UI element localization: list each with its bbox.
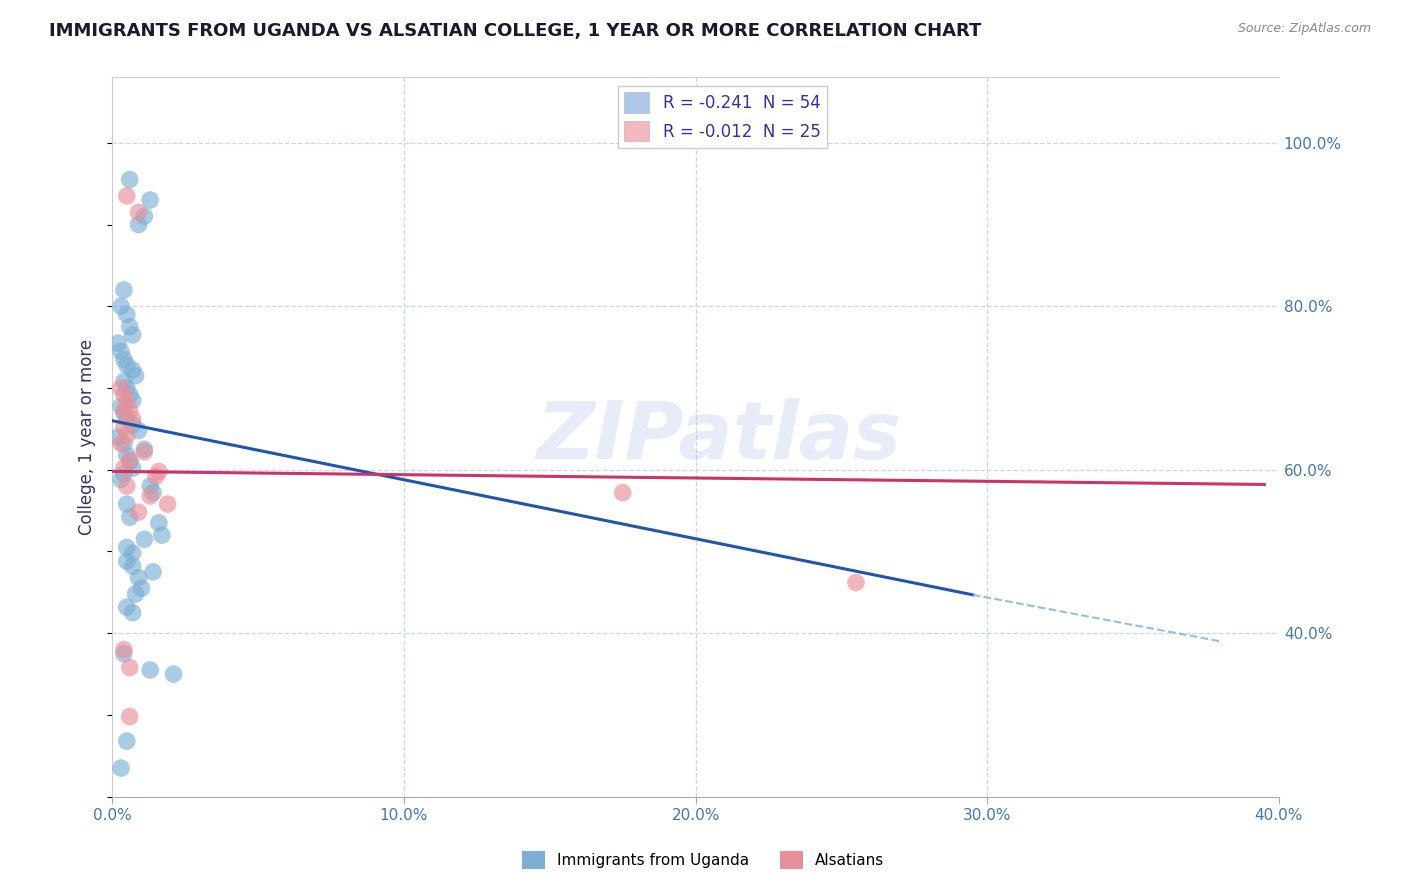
Point bbox=[110, 299, 132, 313]
Point bbox=[118, 172, 141, 186]
Point bbox=[134, 533, 156, 547]
Point bbox=[124, 587, 146, 601]
Point bbox=[107, 430, 129, 444]
Point bbox=[115, 358, 138, 372]
Point bbox=[118, 454, 141, 468]
Point bbox=[148, 516, 170, 530]
Point bbox=[118, 453, 141, 467]
Point bbox=[121, 327, 143, 342]
Point bbox=[112, 647, 135, 661]
Point bbox=[112, 642, 135, 657]
Point bbox=[121, 559, 143, 574]
Point bbox=[139, 663, 162, 677]
Point bbox=[115, 600, 138, 615]
Point bbox=[150, 528, 173, 542]
Point bbox=[845, 575, 868, 590]
Point bbox=[121, 412, 143, 426]
Point bbox=[112, 461, 135, 475]
Point bbox=[118, 319, 141, 334]
Text: Source: ZipAtlas.com: Source: ZipAtlas.com bbox=[1237, 22, 1371, 36]
Point bbox=[115, 448, 138, 462]
Point bbox=[145, 469, 167, 483]
Point bbox=[128, 218, 150, 232]
Point bbox=[115, 554, 138, 568]
Point bbox=[110, 436, 132, 450]
Point bbox=[139, 193, 162, 207]
Point bbox=[148, 464, 170, 478]
Point bbox=[112, 375, 135, 389]
Point bbox=[110, 399, 132, 413]
Point bbox=[134, 444, 156, 458]
Point bbox=[115, 541, 138, 555]
Legend: Immigrants from Uganda, Alsatians: Immigrants from Uganda, Alsatians bbox=[516, 845, 890, 875]
Point bbox=[115, 381, 138, 395]
Point bbox=[612, 485, 634, 500]
Point bbox=[118, 660, 141, 674]
Point bbox=[121, 546, 143, 560]
Point bbox=[110, 761, 132, 775]
Legend: R = -0.241  N = 54, R = -0.012  N = 25: R = -0.241 N = 54, R = -0.012 N = 25 bbox=[617, 86, 827, 148]
Point bbox=[121, 393, 143, 408]
Point bbox=[142, 485, 165, 500]
Point bbox=[134, 210, 156, 224]
Text: ZIPatlas: ZIPatlas bbox=[537, 398, 901, 476]
Point bbox=[112, 420, 135, 434]
Point bbox=[110, 344, 132, 359]
Point bbox=[110, 381, 132, 395]
Point bbox=[118, 709, 141, 723]
Point bbox=[110, 473, 132, 487]
Point bbox=[112, 405, 135, 419]
Text: IMMIGRANTS FROM UGANDA VS ALSATIAN COLLEGE, 1 YEAR OR MORE CORRELATION CHART: IMMIGRANTS FROM UGANDA VS ALSATIAN COLLE… bbox=[49, 22, 981, 40]
Point bbox=[139, 479, 162, 493]
Point bbox=[115, 412, 138, 426]
Point bbox=[162, 667, 184, 681]
Point bbox=[118, 387, 141, 401]
Point bbox=[156, 497, 179, 511]
Point bbox=[107, 336, 129, 351]
Point bbox=[131, 581, 153, 595]
Point bbox=[128, 505, 150, 519]
Point bbox=[118, 404, 141, 418]
Point bbox=[118, 510, 141, 524]
Point bbox=[115, 497, 138, 511]
Point bbox=[115, 734, 138, 748]
Point bbox=[124, 368, 146, 383]
Point bbox=[142, 565, 165, 579]
Point bbox=[121, 417, 143, 432]
Point bbox=[112, 436, 135, 450]
Point bbox=[112, 404, 135, 418]
Point bbox=[128, 424, 150, 438]
Point bbox=[115, 189, 138, 203]
Point bbox=[112, 387, 135, 401]
Point bbox=[112, 352, 135, 367]
Point bbox=[128, 205, 150, 219]
Point bbox=[128, 571, 150, 585]
Point bbox=[121, 461, 143, 475]
Point bbox=[139, 489, 162, 503]
Point bbox=[115, 479, 138, 493]
Point bbox=[115, 428, 138, 442]
Point bbox=[121, 606, 143, 620]
Point bbox=[115, 395, 138, 409]
Point bbox=[115, 308, 138, 322]
Point bbox=[112, 283, 135, 297]
Y-axis label: College, 1 year or more: College, 1 year or more bbox=[79, 339, 96, 535]
Point bbox=[112, 467, 135, 481]
Point bbox=[134, 442, 156, 457]
Point bbox=[121, 363, 143, 377]
